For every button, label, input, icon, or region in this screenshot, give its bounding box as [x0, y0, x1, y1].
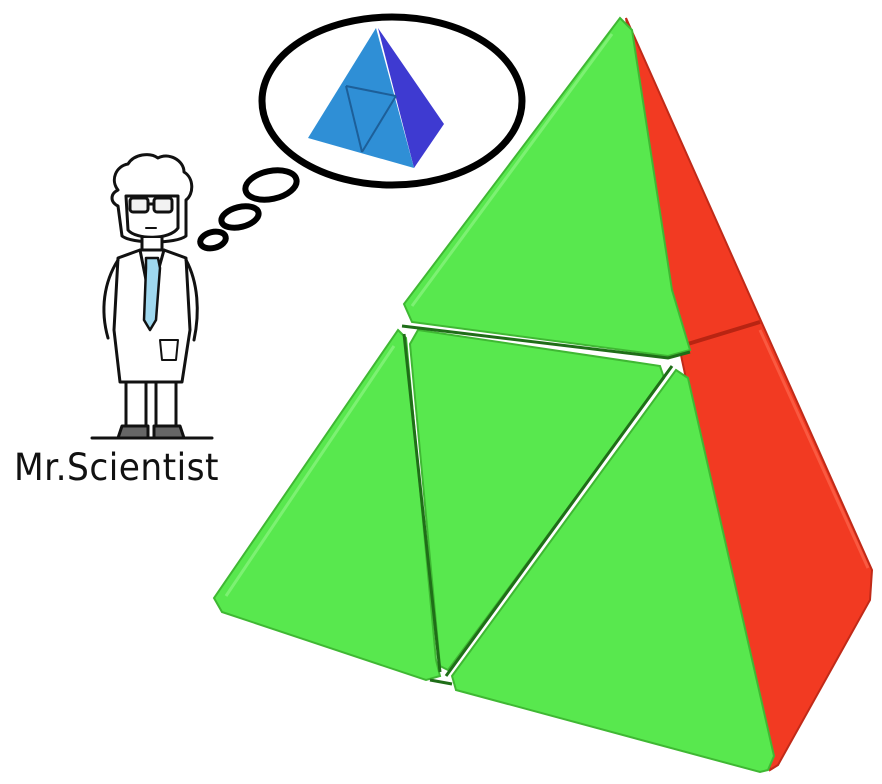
pyraminx-puzzle-icon: [212, 16, 874, 774]
scientist-right-arm: [184, 258, 199, 342]
pyraminx-seam-bottom: [429, 678, 453, 686]
scientist-glasses-right: [152, 196, 174, 214]
scientist-right-shoe: [152, 424, 186, 440]
scientist-right-leg: [154, 380, 178, 428]
caption-mr-scientist: Mr.Scientist: [14, 446, 219, 489]
scientist-left-shoe: [116, 424, 150, 440]
pyraminx-green-middle: [408, 328, 666, 672]
blue-pyraminx-front: [308, 28, 414, 168]
pyraminx-seam-left: [402, 333, 442, 673]
blue-pyraminx-seam-2: [345, 85, 363, 153]
thought-bubble-dot-small: [197, 228, 229, 252]
blue-pyraminx-side: [378, 28, 444, 168]
pyraminx-green-left: [212, 328, 442, 682]
pyraminx-seam-horizontal: [401, 324, 691, 360]
scientist-left-leg: [124, 380, 148, 428]
pyraminx-edge-highlight-2: [224, 345, 396, 597]
scientist-tie: [142, 256, 162, 332]
scientist-left-arm: [102, 258, 120, 340]
pyraminx-seam-right: [444, 365, 674, 677]
thought-bubble-dot-large: [242, 167, 300, 203]
pyraminx-red-highlight: [758, 329, 870, 569]
blue-pyraminx-icon: [308, 28, 444, 168]
scientist-glasses-left: [128, 196, 150, 214]
blue-pyraminx-seam-3: [361, 95, 397, 153]
scientist-pocket: [159, 339, 179, 361]
pyraminx-green-top: [402, 16, 692, 358]
blue-pyraminx-seam-1: [345, 85, 397, 97]
scientist-character-icon: [90, 153, 214, 440]
pyraminx-green-right: [450, 368, 776, 774]
pyraminx-edge-highlight: [410, 33, 614, 307]
thought-bubble-dot-medium: [218, 203, 262, 231]
